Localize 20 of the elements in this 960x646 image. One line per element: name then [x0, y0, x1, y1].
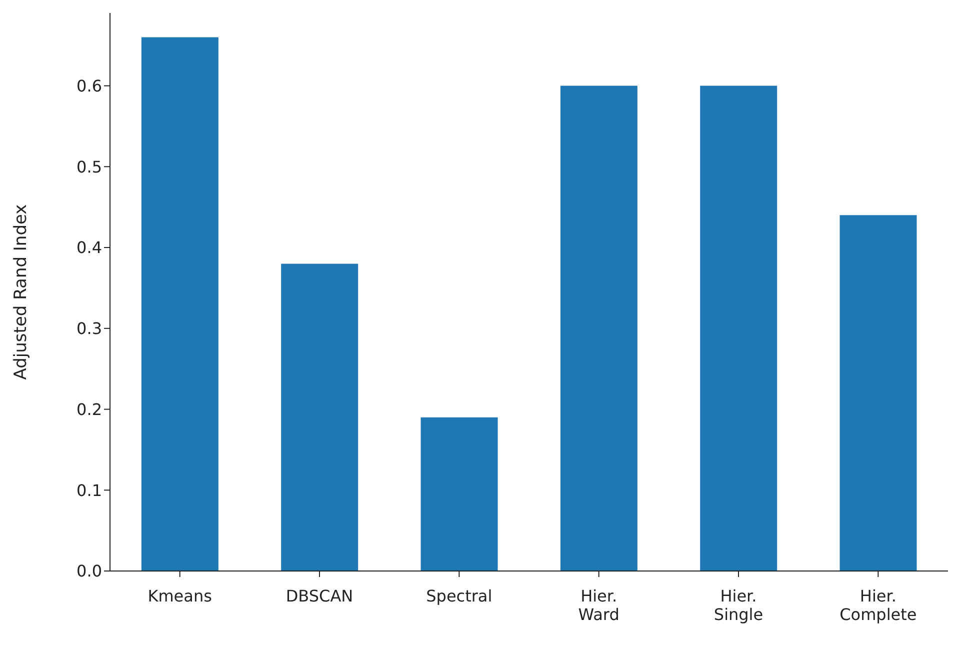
bar: [141, 37, 218, 571]
y-axis-title: Adjusted Rand Index: [11, 204, 32, 380]
y-tick-label: 0.3: [76, 319, 102, 338]
bar: [700, 86, 778, 571]
x-tick-label: DBSCAN: [286, 586, 354, 606]
bar: [281, 264, 358, 571]
x-tick-label: Hier. Ward: [578, 586, 620, 624]
x-tick-label: Hier. Single: [714, 586, 764, 624]
x-tick-label: Spectral: [426, 586, 492, 606]
x-tick-label: Hier. Complete: [840, 586, 917, 624]
bar: [420, 417, 498, 571]
y-tick-label: 0.2: [76, 400, 102, 419]
x-tick-label: Kmeans: [148, 586, 212, 606]
y-tick-label: 0.4: [76, 238, 102, 258]
bar: [840, 215, 917, 571]
bar: [560, 86, 638, 571]
y-tick-label: 0.5: [76, 157, 102, 176]
y-tick-label: 0.6: [76, 76, 102, 96]
y-tick-label: 0.0: [76, 562, 102, 581]
y-tick-label: 0.1: [76, 480, 102, 500]
